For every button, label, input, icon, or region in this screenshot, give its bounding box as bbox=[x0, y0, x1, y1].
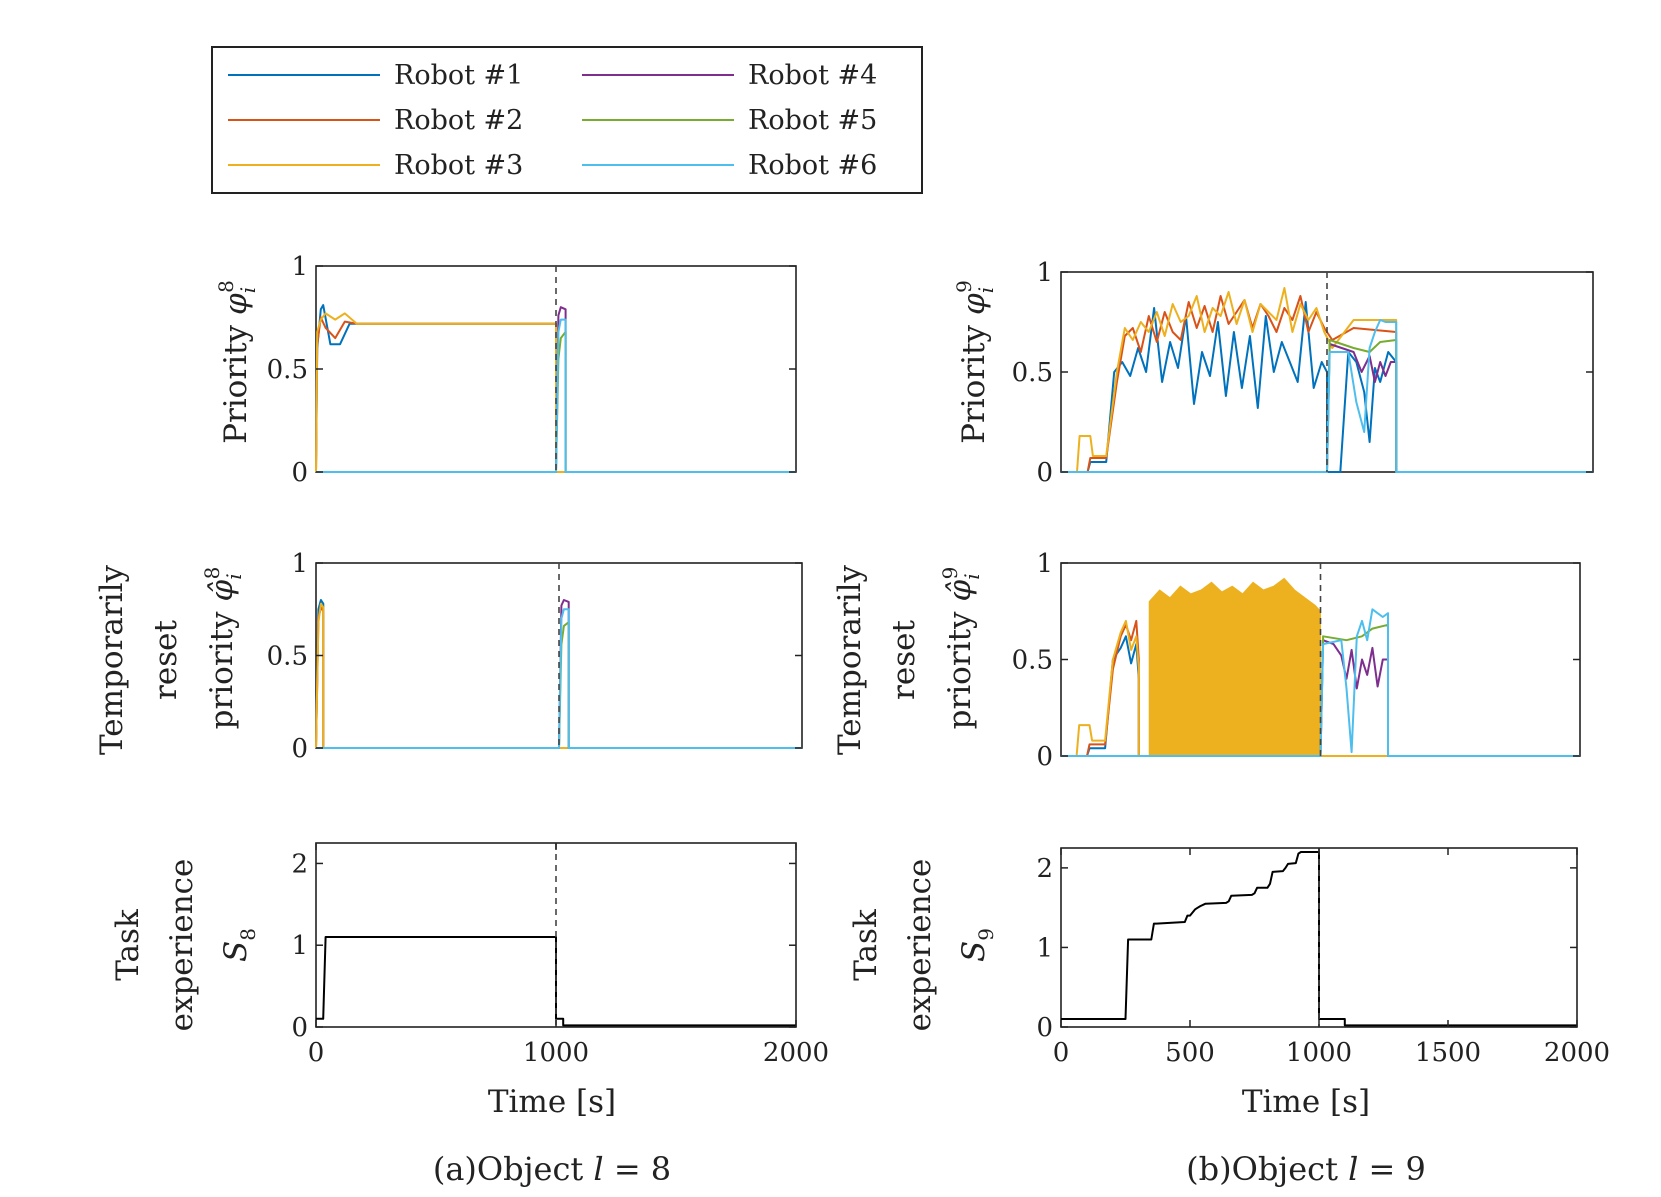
caption-a: (a)Object l = 8 bbox=[433, 1150, 671, 1188]
panel-a-task-experience: 0 1 2 0 1000 2000 bbox=[291, 842, 829, 1068]
ylabel-word: Priority bbox=[956, 324, 992, 443]
panel-b-task-experience: 0 1 2 0 500 1000 1500 2000 bbox=[1036, 847, 1610, 1068]
legend: Robot #1 Robot #2 Robot #3 Robot #4 Robo… bbox=[211, 46, 923, 194]
legend-label-robot-1: Robot #1 bbox=[394, 60, 523, 91]
ylabel-word: Priority bbox=[218, 324, 254, 443]
ylabel-symbol: φ bbox=[956, 293, 992, 315]
y-tick-label: 0.5 bbox=[1012, 646, 1053, 676]
ylabel-subscript: i bbox=[236, 287, 260, 293]
caption-a-prefix: (a)Object bbox=[433, 1150, 594, 1188]
ylabel-b-task: Task bbox=[848, 909, 884, 981]
ylabel-word: priority bbox=[204, 611, 240, 729]
xlabel-a: Time [s] bbox=[488, 1084, 616, 1120]
series-line-robot-6 bbox=[1061, 319, 1593, 473]
panel-b-reset-priority: 00.51 bbox=[1012, 549, 1581, 772]
ylabel-a-reset-line1: Temporarily bbox=[94, 565, 130, 755]
y-tick-label: 1 bbox=[1036, 549, 1053, 579]
ylabel-subscript: i bbox=[960, 573, 984, 579]
y-tick-label: 2 bbox=[291, 849, 308, 879]
series-line-robot-6 bbox=[316, 318, 796, 473]
y-tick-label: 0 bbox=[1036, 742, 1053, 772]
legend-label-robot-5: Robot #5 bbox=[748, 105, 877, 136]
y-tick-label: 0 bbox=[291, 734, 308, 764]
ylabel-symbol: φ̂ bbox=[942, 579, 978, 601]
x-tick-label: 2000 bbox=[763, 1038, 829, 1068]
caption-b-prefix: (b)Object bbox=[1186, 1150, 1348, 1188]
x-tick-label: 1000 bbox=[1286, 1038, 1352, 1068]
series-line-robot-3 bbox=[315, 312, 568, 473]
ylabel-symbol: φ bbox=[218, 293, 254, 315]
series-line-robot-6 bbox=[1061, 608, 1580, 757]
ylabel-b-experience: experience bbox=[902, 859, 938, 1032]
ylabel-a-reset-line2: reset bbox=[148, 620, 184, 700]
ylabel-symbol: φ̂ bbox=[204, 579, 240, 601]
caption-b: (b)Object l = 9 bbox=[1186, 1150, 1426, 1188]
series-line-robot-1 bbox=[1061, 301, 1593, 473]
y-tick-label: 1 bbox=[1036, 258, 1053, 288]
ylabel-word: priority bbox=[942, 611, 978, 729]
y-tick-label: 1 bbox=[291, 252, 308, 282]
ylabel-superscript: 9 bbox=[938, 567, 962, 580]
ylabel-symbol: S bbox=[218, 941, 254, 962]
y-tick-label: 0 bbox=[1036, 1013, 1053, 1043]
y-tick-label: 0 bbox=[1036, 458, 1053, 488]
ylabel-b-reset-line3: priority φ̂i9 bbox=[938, 567, 984, 730]
dense-band-robot-3 bbox=[1148, 577, 1321, 757]
y-tick-label: 1 bbox=[1036, 933, 1053, 963]
x-tick-label: 2000 bbox=[1544, 1038, 1610, 1068]
panel-a-reset-priority: 00.51 bbox=[267, 549, 803, 764]
ylabel-b-reset-line1: Temporarily bbox=[832, 565, 868, 755]
series-line-robot-3 bbox=[1061, 287, 1593, 473]
series-line-robot-3 bbox=[1061, 619, 1580, 757]
legend-label-robot-4: Robot #4 bbox=[748, 60, 877, 91]
caption-b-value: = 9 bbox=[1358, 1150, 1426, 1188]
ylabel-a-task: Task bbox=[110, 909, 146, 981]
ylabel-a-symbol: S8 bbox=[218, 928, 260, 962]
ylabel-b-priority: Priority φi9 bbox=[952, 280, 998, 444]
panel-b-priority: 00.51 bbox=[1012, 258, 1594, 488]
y-tick-label: 0.5 bbox=[1012, 358, 1053, 388]
y-tick-label: 0 bbox=[291, 1013, 308, 1043]
x-tick-label: 0 bbox=[1053, 1038, 1070, 1068]
legend-label-robot-6: Robot #6 bbox=[748, 150, 877, 181]
ylabel-a-priority: Priority φi8 bbox=[214, 280, 260, 444]
ylabel-b-reset-line2: reset bbox=[886, 620, 922, 700]
caption-b-var: l bbox=[1348, 1150, 1358, 1188]
ylabel-symbol: S bbox=[956, 941, 992, 962]
caption-a-value: = 8 bbox=[604, 1150, 672, 1188]
y-tick-label: 0 bbox=[291, 458, 308, 488]
ylabel-superscript: 9 bbox=[952, 280, 976, 293]
legend-label-robot-2: Robot #2 bbox=[394, 105, 523, 136]
ylabel-subscript: i bbox=[974, 287, 998, 293]
caption-a-var: l bbox=[593, 1150, 603, 1188]
ylabel-b-symbol: S9 bbox=[956, 928, 998, 962]
ylabel-superscript: 8 bbox=[200, 567, 224, 580]
y-tick-label: 1 bbox=[291, 931, 308, 961]
ylabel-subscript: 8 bbox=[236, 928, 260, 941]
panel-a-priority: 00.51 bbox=[267, 252, 797, 488]
y-tick-label: 0.5 bbox=[267, 355, 308, 385]
ylabel-subscript: i bbox=[222, 573, 246, 579]
legend-label-robot-3: Robot #3 bbox=[394, 150, 523, 181]
x-tick-label: 500 bbox=[1165, 1038, 1215, 1068]
x-tick-label: 1500 bbox=[1415, 1038, 1481, 1068]
ylabel-a-experience: experience bbox=[164, 859, 200, 1032]
xlabel-b: Time [s] bbox=[1242, 1084, 1370, 1120]
series-line-robot-6 bbox=[316, 608, 802, 749]
x-tick-label: 0 bbox=[308, 1038, 325, 1068]
y-tick-label: 2 bbox=[1036, 854, 1053, 884]
x-tick-label: 1000 bbox=[523, 1038, 589, 1068]
y-tick-label: 1 bbox=[291, 549, 308, 579]
ylabel-a-reset-line3: priority φ̂i8 bbox=[200, 567, 246, 730]
ylabel-superscript: 8 bbox=[214, 280, 238, 293]
series-line-s-9 bbox=[1061, 851, 1577, 1027]
ylabel-subscript: 9 bbox=[974, 928, 998, 941]
y-tick-label: 0.5 bbox=[267, 642, 308, 672]
